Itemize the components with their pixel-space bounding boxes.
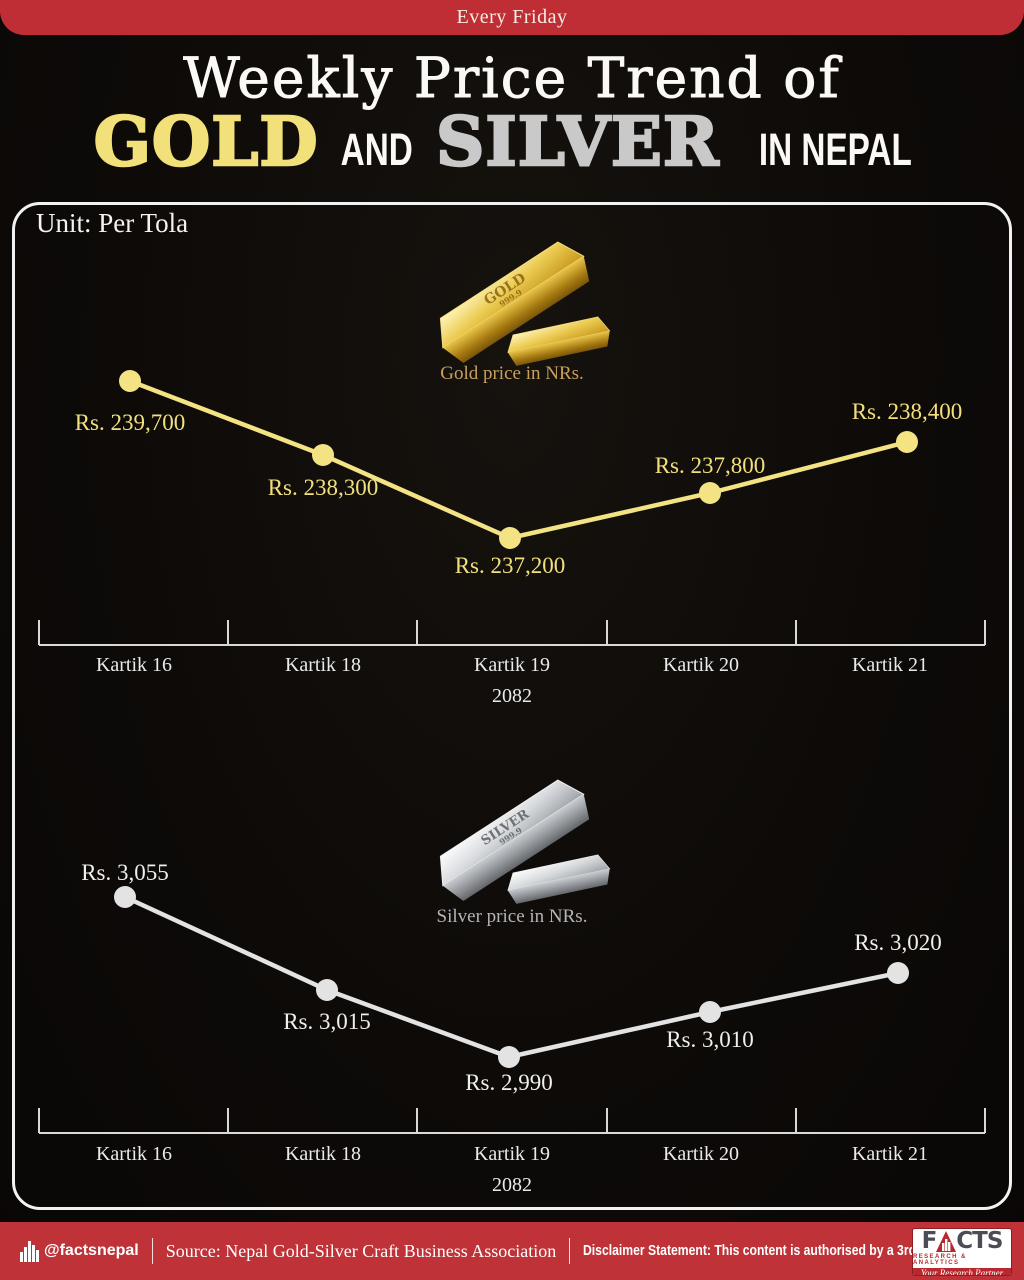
facts-letter-f: F <box>921 1228 938 1254</box>
chart-frame <box>12 202 1012 1210</box>
silver-tick-label-3: Kartik 20 <box>663 1143 739 1165</box>
silver-tick-label-4: Kartik 21 <box>852 1143 928 1165</box>
silver-tick-label-1: Kartik 18 <box>285 1143 361 1165</box>
gold-chart-caption: Gold price in NRs. <box>440 363 584 384</box>
facts-logo-wordmark: F CTS <box>921 1228 1004 1254</box>
gold-price-chart: GOLD 999.9 Gold price in NRs. Rs. 239,70… <box>38 241 986 707</box>
gold-point-label-2: Rs. 237,200 <box>455 553 566 578</box>
title-and-word: AND <box>341 124 414 175</box>
silver-chart-caption: Silver price in NRs. <box>437 906 588 927</box>
top-banner: Every Friday <box>0 0 1024 35</box>
gold-tick-label-0: Kartik 16 <box>96 654 172 676</box>
page-title: Weekly Price Trend of <box>183 46 841 111</box>
gold-year-label: 2082 <box>492 685 532 707</box>
gold-tick-label-1: Kartik 18 <box>285 654 361 676</box>
facts-logo-subtitle: RESEARCH & ANALYTICS <box>913 1254 967 1266</box>
page-subtitle: GOLD AND SILVER IN NEPAL <box>0 101 1024 183</box>
footer-content: @factsnepal Source: Nepal Gold-Silver Cr… <box>20 1238 1022 1264</box>
gold-point-kartik18 <box>312 444 334 466</box>
gold-bars-icon: GOLD 999.9 <box>439 241 611 366</box>
silver-point-kartik20 <box>699 1001 721 1023</box>
gold-trend-line <box>129 378 908 541</box>
facts-logo-tagline: Your Research Partner <box>913 1268 1011 1275</box>
gold-tick-label-3: Kartik 20 <box>663 654 739 676</box>
silver-point-kartik18 <box>316 979 338 1001</box>
bar-chart-icon <box>20 1241 39 1262</box>
silver-tick-label-2: Kartik 19 <box>474 1143 550 1165</box>
silver-point-label-4: Rs. 3,020 <box>854 930 942 955</box>
gold-point-label-3: Rs. 237,800 <box>655 453 766 478</box>
silver-tick-label-0: Kartik 16 <box>96 1143 172 1165</box>
gold-x-axis <box>38 620 986 646</box>
silver-bars-icon: SILVER 999.9 <box>439 779 611 904</box>
silver-point-kartik21 <box>887 962 909 984</box>
footer-separator-2 <box>569 1238 571 1264</box>
title-in-nepal-word: IN NEPAL <box>758 124 912 175</box>
silver-x-axis <box>38 1108 986 1134</box>
facts-logo: F CTS RESEARCH & ANALYTICS Your Research… <box>912 1228 1012 1276</box>
gold-point-kartik20 <box>699 482 721 504</box>
banner-label: Every Friday <box>456 6 568 28</box>
silver-point-label-0: Rs. 3,055 <box>81 860 169 885</box>
title-silver-word: SILVER <box>435 101 720 183</box>
footer-source: Source: Nepal Gold-Silver Craft Business… <box>165 1240 557 1261</box>
gold-point-label-0: Rs. 239,700 <box>75 410 186 435</box>
gold-point-label-1: Rs. 238,300 <box>268 475 379 500</box>
silver-price-chart: SILVER 999.9 Silver price in NRs. Rs. 3,… <box>38 779 986 1196</box>
silver-point-kartik19 <box>498 1046 520 1068</box>
silver-year-label: 2082 <box>492 1174 532 1196</box>
factsnepal-handle: @factsnepal <box>44 1242 139 1259</box>
gold-point-kartik21 <box>896 431 918 453</box>
gold-point-kartik19 <box>499 527 521 549</box>
gold-tick-label-2: Kartik 19 <box>474 654 550 676</box>
footer-bar: @factsnepal Source: Nepal Gold-Silver Cr… <box>0 1222 1024 1280</box>
silver-point-kartik16 <box>114 886 136 908</box>
silver-point-label-3: Rs. 3,010 <box>666 1027 754 1052</box>
facts-letters-cts: CTS <box>956 1228 1003 1254</box>
footer-separator <box>151 1238 153 1264</box>
footer-disclaimer: Disclaimer Statement: This content is au… <box>583 1243 952 1259</box>
gold-tick-label-4: Kartik 21 <box>852 654 928 676</box>
facts-triangle-icon <box>936 1231 957 1252</box>
title-gold-word: GOLD <box>92 101 319 183</box>
gold-point-label-4: Rs. 238,400 <box>852 399 963 424</box>
silver-point-label-2: Rs. 2,990 <box>465 1070 553 1095</box>
gold-point-kartik16 <box>119 370 141 392</box>
unit-label: Unit: Per Tola <box>36 208 189 238</box>
silver-point-label-1: Rs. 3,015 <box>283 1009 371 1034</box>
